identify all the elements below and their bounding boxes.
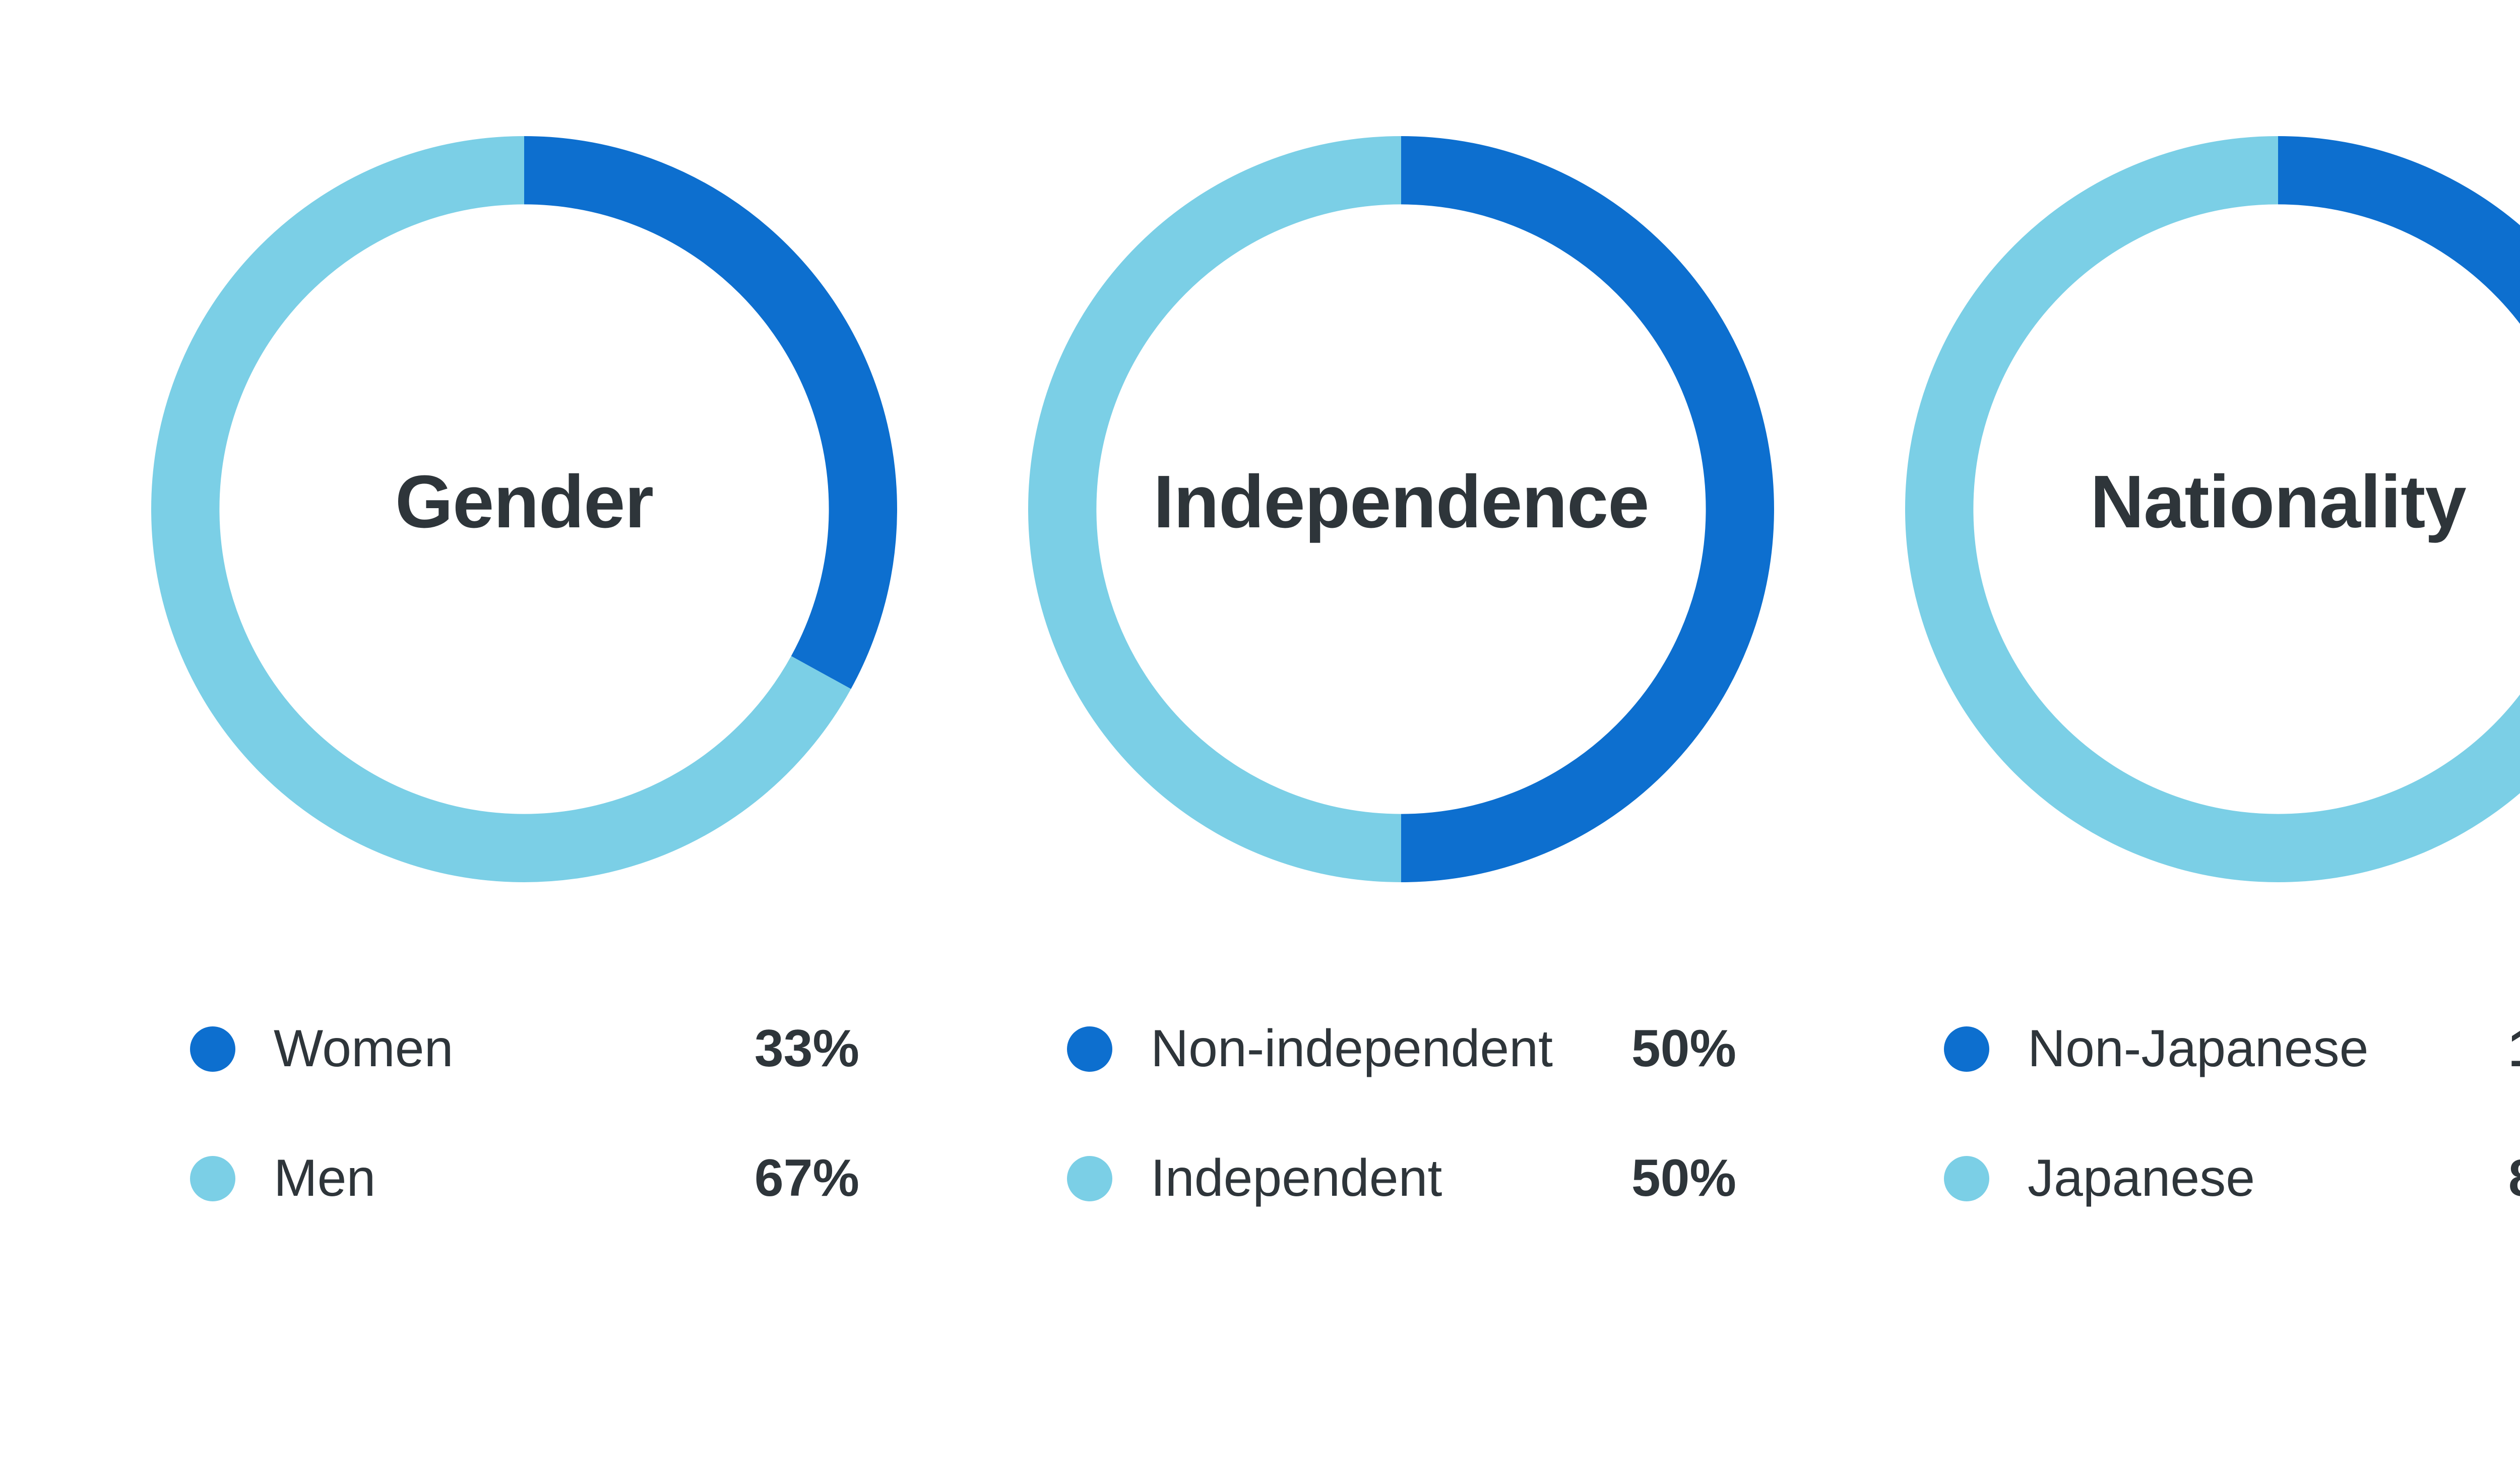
donut-chart: Nationality (1905, 136, 2520, 882)
donut-chart: Gender (151, 136, 897, 882)
donut-segment-men (151, 136, 897, 882)
legend-color-dot-independent (1067, 1155, 1112, 1201)
donut-ring (1028, 136, 1774, 882)
chart-column-gender: Gender Women 33% Men 67% (86, 136, 963, 1373)
donut-chart: Independence (1028, 136, 1774, 882)
donut-ring (151, 136, 897, 882)
legend-color-dot-women (190, 1026, 235, 1072)
donut-segment-japanese (1905, 136, 2520, 882)
legend-row-independent: Independent 50% (1067, 1114, 1736, 1243)
legend-row-non-japanese: Non-Japanese 17% (1944, 984, 2520, 1114)
legend-label: Non-independent (1151, 1019, 1553, 1078)
legend-label: Non-Japanese (2028, 1019, 2369, 1078)
legend-color-dot-non-independent (1067, 1026, 1112, 1072)
legend: Non-Japanese 17% Japanese 83% (1905, 984, 2520, 1243)
legend-label: Japanese (2028, 1149, 2255, 1207)
donut-ring (1905, 136, 2520, 882)
donut-charts-row: Gender Women 33% Men 67% Independence No… (86, 136, 2520, 1373)
legend-row-japanese: Japanese 83% (1944, 1114, 2520, 1243)
legend-color-dot-japanese (1944, 1155, 1989, 1201)
legend-label: Women (274, 1019, 454, 1078)
legend: Women 33% Men 67% (151, 984, 897, 1243)
legend-value: 17% (2508, 1019, 2520, 1079)
legend-row-non-independent: Non-independent 50% (1067, 984, 1736, 1114)
chart-column-independence: Independence Non-independent 50% Indepen… (963, 136, 1840, 1373)
chart-column-nationality: Nationality Non-Japanese 17% Japanese 83… (1840, 136, 2520, 1373)
legend-value: 50% (1631, 1019, 1736, 1078)
legend-value: 83% (2508, 1148, 2520, 1208)
legend-value: 50% (1631, 1149, 1736, 1207)
legend-row-men: Men 67% (190, 1114, 859, 1243)
legend-label: Men (274, 1149, 376, 1207)
legend-value: 33% (754, 1019, 859, 1078)
legend-label: Independent (1151, 1149, 1442, 1207)
legend-value: 67% (754, 1149, 859, 1207)
legend: Non-independent 50% Independent 50% (1028, 984, 1774, 1243)
legend-color-dot-men (190, 1155, 235, 1201)
legend-row-women: Women 33% (190, 984, 859, 1114)
donut-segment-independent (1028, 136, 1774, 882)
legend-color-dot-non-japanese (1944, 1026, 1989, 1072)
